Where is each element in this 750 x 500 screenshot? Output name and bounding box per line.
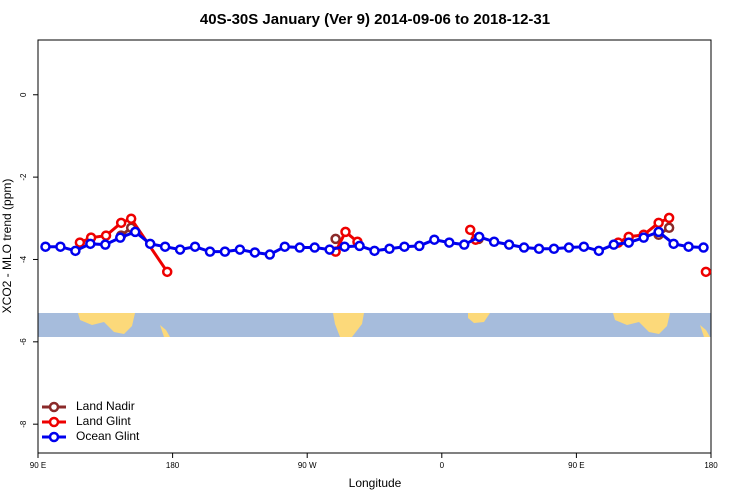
point bbox=[330, 233, 341, 245]
point bbox=[548, 243, 560, 255]
point bbox=[663, 212, 675, 224]
point bbox=[340, 226, 351, 238]
point bbox=[683, 241, 694, 252]
point bbox=[324, 244, 335, 255]
point bbox=[249, 247, 261, 258]
x-tick-label: 180 bbox=[166, 461, 180, 470]
point bbox=[608, 239, 620, 250]
point bbox=[74, 237, 86, 248]
point bbox=[518, 242, 530, 253]
map-land bbox=[333, 313, 364, 337]
point bbox=[174, 244, 186, 255]
point bbox=[40, 241, 51, 252]
point bbox=[115, 232, 126, 243]
x-tick-label: 90 E bbox=[568, 461, 584, 470]
point bbox=[503, 239, 515, 250]
point bbox=[458, 239, 470, 250]
point bbox=[399, 241, 410, 252]
y-tick-label: 0 bbox=[19, 92, 28, 97]
point bbox=[488, 236, 500, 248]
legend-marker bbox=[48, 431, 60, 443]
point bbox=[219, 246, 231, 257]
legend-label: Land Glint bbox=[76, 414, 131, 428]
map-land bbox=[160, 325, 170, 337]
point bbox=[700, 266, 712, 278]
point bbox=[144, 238, 156, 250]
point bbox=[189, 241, 201, 252]
point bbox=[279, 241, 291, 252]
point bbox=[623, 237, 634, 248]
x-tick-label: 90 E bbox=[30, 461, 46, 470]
x-tick-label: 90 W bbox=[298, 461, 317, 470]
point bbox=[429, 234, 440, 245]
x-tick-label: 0 bbox=[440, 461, 445, 470]
point bbox=[309, 242, 320, 253]
point bbox=[294, 242, 305, 253]
plot-frame bbox=[37, 39, 712, 454]
point bbox=[264, 249, 276, 260]
map-land bbox=[700, 325, 710, 337]
legend-marker bbox=[48, 416, 60, 428]
point bbox=[70, 245, 81, 257]
point bbox=[339, 241, 350, 252]
point bbox=[129, 226, 141, 238]
chart-title: 40S-30S January (Ver 9) 2014-09-06 to 20… bbox=[200, 11, 550, 28]
point bbox=[115, 217, 127, 229]
point bbox=[444, 237, 455, 248]
legend-marker bbox=[48, 401, 60, 413]
y-tick-label: -4 bbox=[19, 255, 28, 263]
point bbox=[125, 213, 137, 224]
point bbox=[100, 230, 112, 241]
point bbox=[204, 246, 216, 257]
map-ocean bbox=[38, 313, 711, 337]
point bbox=[563, 242, 575, 253]
point bbox=[698, 242, 709, 253]
point bbox=[161, 266, 173, 278]
point bbox=[369, 245, 380, 257]
point bbox=[159, 241, 171, 252]
point bbox=[653, 217, 664, 229]
y-tick-label: -2 bbox=[19, 173, 28, 181]
point bbox=[663, 222, 675, 234]
map-land bbox=[613, 313, 670, 334]
point bbox=[354, 240, 365, 252]
point bbox=[234, 244, 246, 255]
map-strip bbox=[38, 313, 711, 337]
point bbox=[414, 240, 425, 252]
point bbox=[55, 241, 66, 252]
y-tick-label: -6 bbox=[19, 338, 28, 346]
point bbox=[473, 231, 485, 243]
legend-label: Ocean Glint bbox=[76, 429, 140, 443]
point bbox=[578, 241, 590, 252]
point bbox=[384, 243, 395, 255]
series-line bbox=[120, 226, 670, 237]
map-land bbox=[468, 313, 490, 323]
point bbox=[464, 224, 476, 236]
point bbox=[100, 239, 111, 250]
y-axis-label: XCO2 - MLO trend (ppm) bbox=[0, 179, 14, 314]
point bbox=[668, 238, 679, 250]
y-tick-label: -8 bbox=[19, 420, 28, 428]
point bbox=[653, 226, 664, 238]
point bbox=[533, 243, 545, 255]
map-land bbox=[78, 313, 135, 334]
x-axis-label: Longitude bbox=[349, 476, 402, 490]
point bbox=[638, 232, 649, 243]
point bbox=[85, 238, 96, 250]
point bbox=[593, 245, 605, 257]
legend-label: Land Nadir bbox=[76, 399, 135, 413]
x-tick-label: 180 bbox=[704, 461, 718, 470]
